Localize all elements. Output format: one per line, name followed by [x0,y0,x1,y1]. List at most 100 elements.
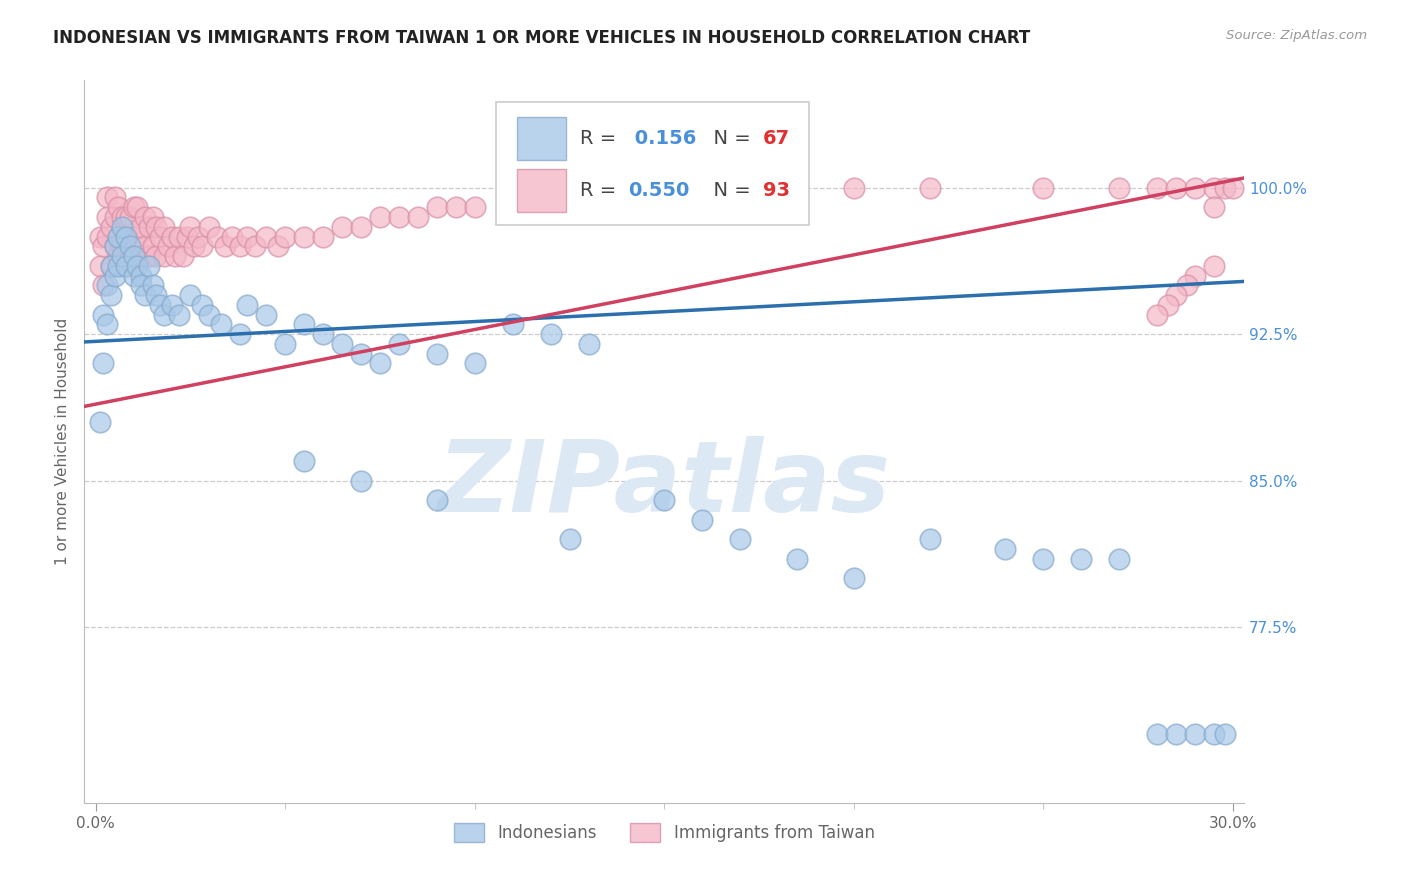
Text: N =: N = [702,129,758,148]
Point [167,229,190,244]
Point [91,278,114,293]
Point [96,278,118,293]
Point [426,346,449,360]
Point [127,229,149,244]
Point [179,288,201,302]
Point [728,532,751,546]
Text: ZIPatlas: ZIPatlas [437,436,891,533]
Point [96,210,118,224]
Point [464,200,486,214]
Point [104,239,127,253]
FancyBboxPatch shape [496,102,810,225]
Point [179,219,201,234]
Point [616,190,638,204]
Point [111,249,134,263]
Point [104,190,127,204]
Point [122,200,145,214]
Point [111,219,134,234]
Point [1164,180,1187,194]
Point [138,249,160,263]
Legend: Indonesians, Immigrants from Taiwan: Indonesians, Immigrants from Taiwan [447,816,882,848]
Point [115,259,138,273]
Point [1202,727,1225,741]
Point [149,229,172,244]
Bar [517,117,565,161]
Point [89,229,111,244]
Point [191,239,214,253]
Point [89,415,111,429]
Point [122,268,145,283]
Point [728,190,751,204]
Point [134,210,156,224]
Point [274,337,297,351]
Point [221,229,243,244]
Point [330,219,353,234]
Point [1222,180,1244,194]
Point [100,288,122,302]
Point [1184,727,1206,741]
Point [214,239,236,253]
Point [1202,259,1225,273]
Point [1184,268,1206,283]
Point [1108,551,1130,566]
Point [100,219,122,234]
Point [122,259,145,273]
Point [540,190,562,204]
Point [267,239,290,253]
Point [350,219,373,234]
Point [1184,180,1206,194]
Point [426,200,449,214]
Text: Source: ZipAtlas.com: Source: ZipAtlas.com [1226,29,1367,42]
Point [842,571,865,585]
Point [107,229,129,244]
Point [502,200,524,214]
Point [918,180,941,194]
Point [111,239,134,253]
Text: 0.156: 0.156 [628,129,697,148]
Point [330,337,353,351]
Point [104,210,127,224]
Point [842,180,865,194]
Point [142,210,165,224]
Point [1070,551,1092,566]
Point [129,219,152,234]
Point [388,337,411,351]
Text: R =: R = [579,181,623,200]
Point [104,239,127,253]
Point [388,210,411,224]
Point [254,229,277,244]
Point [138,259,160,273]
Point [107,200,129,214]
Point [1146,308,1168,322]
Point [198,308,221,322]
Point [149,298,172,312]
Point [292,454,315,468]
Point [153,219,176,234]
Point [236,229,259,244]
Point [176,229,198,244]
Point [134,239,156,253]
Bar [517,169,565,212]
Point [1164,288,1187,302]
Point [209,318,232,332]
Point [198,219,221,234]
Point [118,210,141,224]
Point [111,210,134,224]
Point [129,249,152,263]
Point [444,200,467,214]
Point [229,327,252,342]
Point [578,337,600,351]
Point [145,219,167,234]
Point [1146,180,1168,194]
Point [89,259,111,273]
Point [107,229,129,244]
Point [167,308,190,322]
Point [994,541,1017,556]
Point [312,229,335,244]
Point [1108,180,1130,194]
Point [104,268,127,283]
Point [91,356,114,370]
Point [1146,727,1168,741]
Point [1177,278,1199,293]
Text: 67: 67 [763,129,790,148]
